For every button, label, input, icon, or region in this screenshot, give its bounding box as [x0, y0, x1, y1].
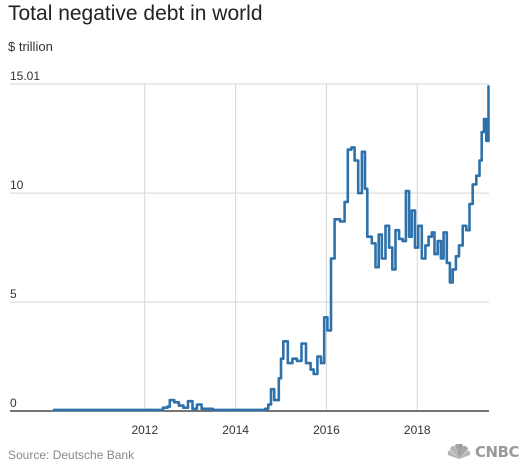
line-chart: 0 5 10 15.01 2012 2014 2016 2018 — [10, 69, 490, 437]
series-line — [52, 85, 490, 412]
cnbc-logo: CNBC — [447, 443, 520, 461]
y-tick-label: 5 — [10, 287, 17, 301]
y-tick-labels: 0 5 10 15.01 — [10, 69, 40, 410]
y-tick-label: 15.01 — [10, 69, 40, 83]
series-layer — [52, 85, 490, 412]
x-tick-label: 2012 — [131, 423, 158, 437]
x-tick-label: 2014 — [222, 423, 249, 437]
x-tick-label: 2016 — [313, 423, 340, 437]
logo-text: CNBC — [474, 443, 520, 461]
y-unit-label: $ trillion — [8, 39, 53, 54]
x-tick-label: 2018 — [404, 423, 431, 437]
y-tick-label: 10 — [10, 178, 24, 192]
peacock-icon — [447, 444, 471, 459]
x-tick-labels: 2012 2014 2016 2018 — [131, 423, 430, 437]
source-note: Source: Deutsche Bank — [8, 448, 135, 462]
y-tick-label: 0 — [10, 396, 17, 410]
chart-title: Total negative debt in world — [8, 2, 263, 25]
